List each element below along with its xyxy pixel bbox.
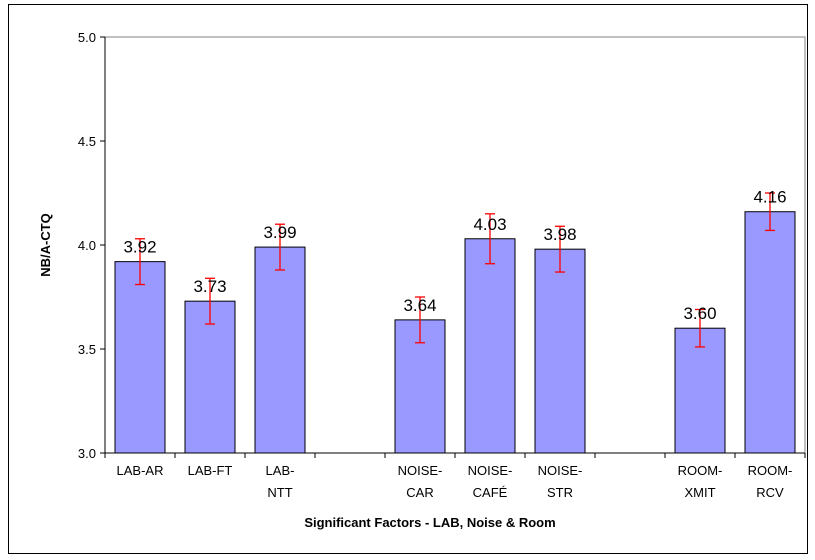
y-tick-label: 3.0 [78, 446, 96, 461]
data-label: 3.73 [193, 277, 226, 296]
x-category-label: LAB-AR [117, 463, 164, 478]
data-label: 3.92 [123, 238, 156, 257]
data-label: 3.99 [263, 223, 296, 242]
error-bars [135, 192, 775, 348]
data-label: 3.64 [403, 296, 436, 315]
y-tick-label: 4.0 [78, 238, 96, 253]
x-axis: LAB-AR LAB-FT LAB- NTT NOISE- CAR NOISE- CAFÉ NO… [104, 452, 806, 500]
x-category-label: RCV [756, 485, 784, 500]
x-category-label: STR [547, 485, 573, 500]
x-category-label: CAR [406, 485, 433, 500]
bar [254, 246, 306, 454]
x-category-label: XMIT [684, 485, 715, 500]
x-category-label: NTT [267, 485, 292, 500]
data-label: 4.03 [473, 215, 506, 234]
x-category-label: NOISE- [468, 463, 513, 478]
y-axis: 3.0 3.5 4.0 4.5 5.0 [78, 30, 106, 461]
x-category-label: ROOM- [678, 463, 723, 478]
data-label: 3.60 [683, 304, 716, 323]
x-category-label: ROOM- [748, 463, 793, 478]
x-category-label: NOISE- [538, 463, 583, 478]
y-tick-label: 3.5 [78, 342, 96, 357]
data-labels: 3.92 3.73 3.99 3.64 4.03 3.98 3.60 4.16 [123, 188, 786, 323]
x-axis-title: Significant Factors - LAB, Noise & Room [304, 515, 555, 530]
x-category-label: LAB- [266, 463, 295, 478]
data-label: 3.98 [543, 225, 576, 244]
x-category-label: NOISE- [398, 463, 443, 478]
x-category-label: LAB-FT [188, 463, 233, 478]
x-category-label: CAFÉ [473, 485, 508, 500]
bar [744, 211, 796, 454]
data-label: 4.16 [753, 188, 786, 207]
y-tick-label: 5.0 [78, 30, 96, 45]
bar [464, 238, 516, 454]
bar [114, 261, 166, 454]
y-tick-label: 4.5 [78, 134, 96, 149]
bar [534, 248, 586, 454]
y-axis-title: NB/A-CTQ [38, 213, 53, 277]
